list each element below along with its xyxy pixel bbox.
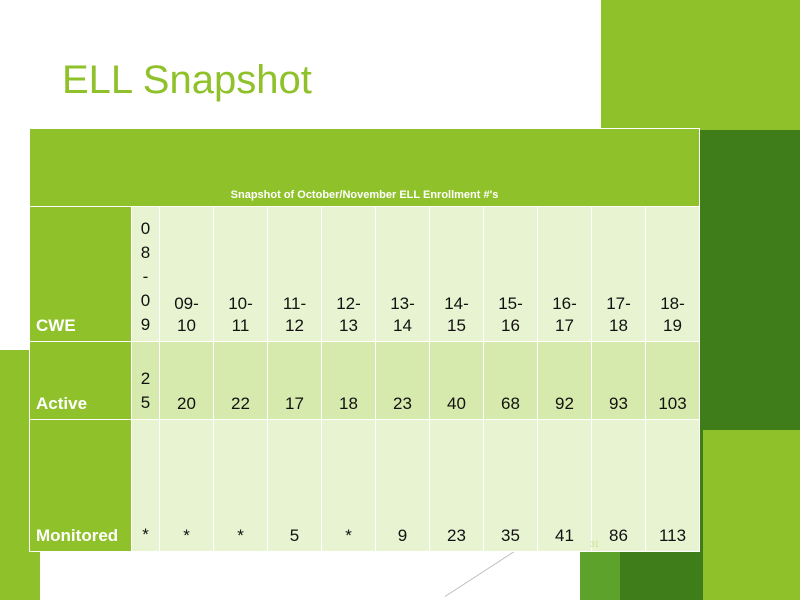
table-cell: * — [159, 419, 214, 552]
table-cell: 103 — [645, 341, 700, 420]
table-cell: * — [131, 419, 160, 552]
table-cell: 9 — [375, 419, 430, 552]
table-cell: 17 — [267, 341, 322, 420]
slide-title: ELL Snapshot — [62, 58, 312, 102]
table-cell: 2 5 — [131, 341, 160, 420]
table-cell: 18 — [321, 341, 376, 420]
table-cell: 14- 15 — [429, 206, 484, 342]
enrollment-table-container: Snapshot of October/November ELL Enrollm… — [29, 128, 700, 552]
table-cell: 23 — [375, 341, 430, 420]
table-cell: * — [213, 419, 268, 552]
table-cell: 16- 17 — [537, 206, 592, 342]
table-cell: 0 8 - 0 9 — [131, 206, 160, 342]
row-header-cell: CWE — [29, 206, 132, 342]
enrollment-table: Snapshot of October/November ELL Enrollm… — [29, 128, 700, 552]
table-cell: 11- 12 — [267, 206, 322, 342]
table-row-active: Active 2 5 20 22 17 18 23 40 68 92 93 103 — [29, 341, 700, 420]
table-cell: 15- 16 — [483, 206, 538, 342]
row-header-cell: Monitored — [29, 419, 132, 552]
table-row-cwe: CWE 0 8 - 0 9 09- 10 10- 11 11- 12 12- 13 13- … — [29, 206, 700, 342]
table-cell: 12- 13 — [321, 206, 376, 342]
table-cell: 22 — [213, 341, 268, 420]
table-cell: 93 — [591, 341, 646, 420]
table-cell: 92 — [537, 341, 592, 420]
caption-row: Snapshot of October/November ELL Enrollm… — [29, 128, 700, 207]
table-cell: 18- 19 — [645, 206, 700, 342]
table-cell: 35 — [483, 419, 538, 552]
table-cell: 5 — [267, 419, 322, 552]
slide-number: 31 — [590, 540, 599, 549]
table-cell: 40 — [429, 341, 484, 420]
table-cell: 13- 14 — [375, 206, 430, 342]
row-header-cell: Active — [29, 341, 132, 420]
table-cell: 68 — [483, 341, 538, 420]
table-cell: 09- 10 — [159, 206, 214, 342]
table-row-monitored: Monitored * * * 5 * 9 23 35 41 86 113 — [29, 419, 700, 552]
table-cell: 113 — [645, 419, 700, 552]
decor-green-corner — [703, 430, 800, 600]
table-cell: 10- 11 — [213, 206, 268, 342]
table-caption: Snapshot of October/November ELL Enrollm… — [29, 128, 700, 207]
table-cell: * — [321, 419, 376, 552]
table-cell: 20 — [159, 341, 214, 420]
table-cell: 23 — [429, 419, 484, 552]
table-cell: 41 — [537, 419, 592, 552]
table-cell: 86 — [591, 419, 646, 552]
table-cell: 17- 18 — [591, 206, 646, 342]
decor-green-top-block — [651, 0, 800, 130]
